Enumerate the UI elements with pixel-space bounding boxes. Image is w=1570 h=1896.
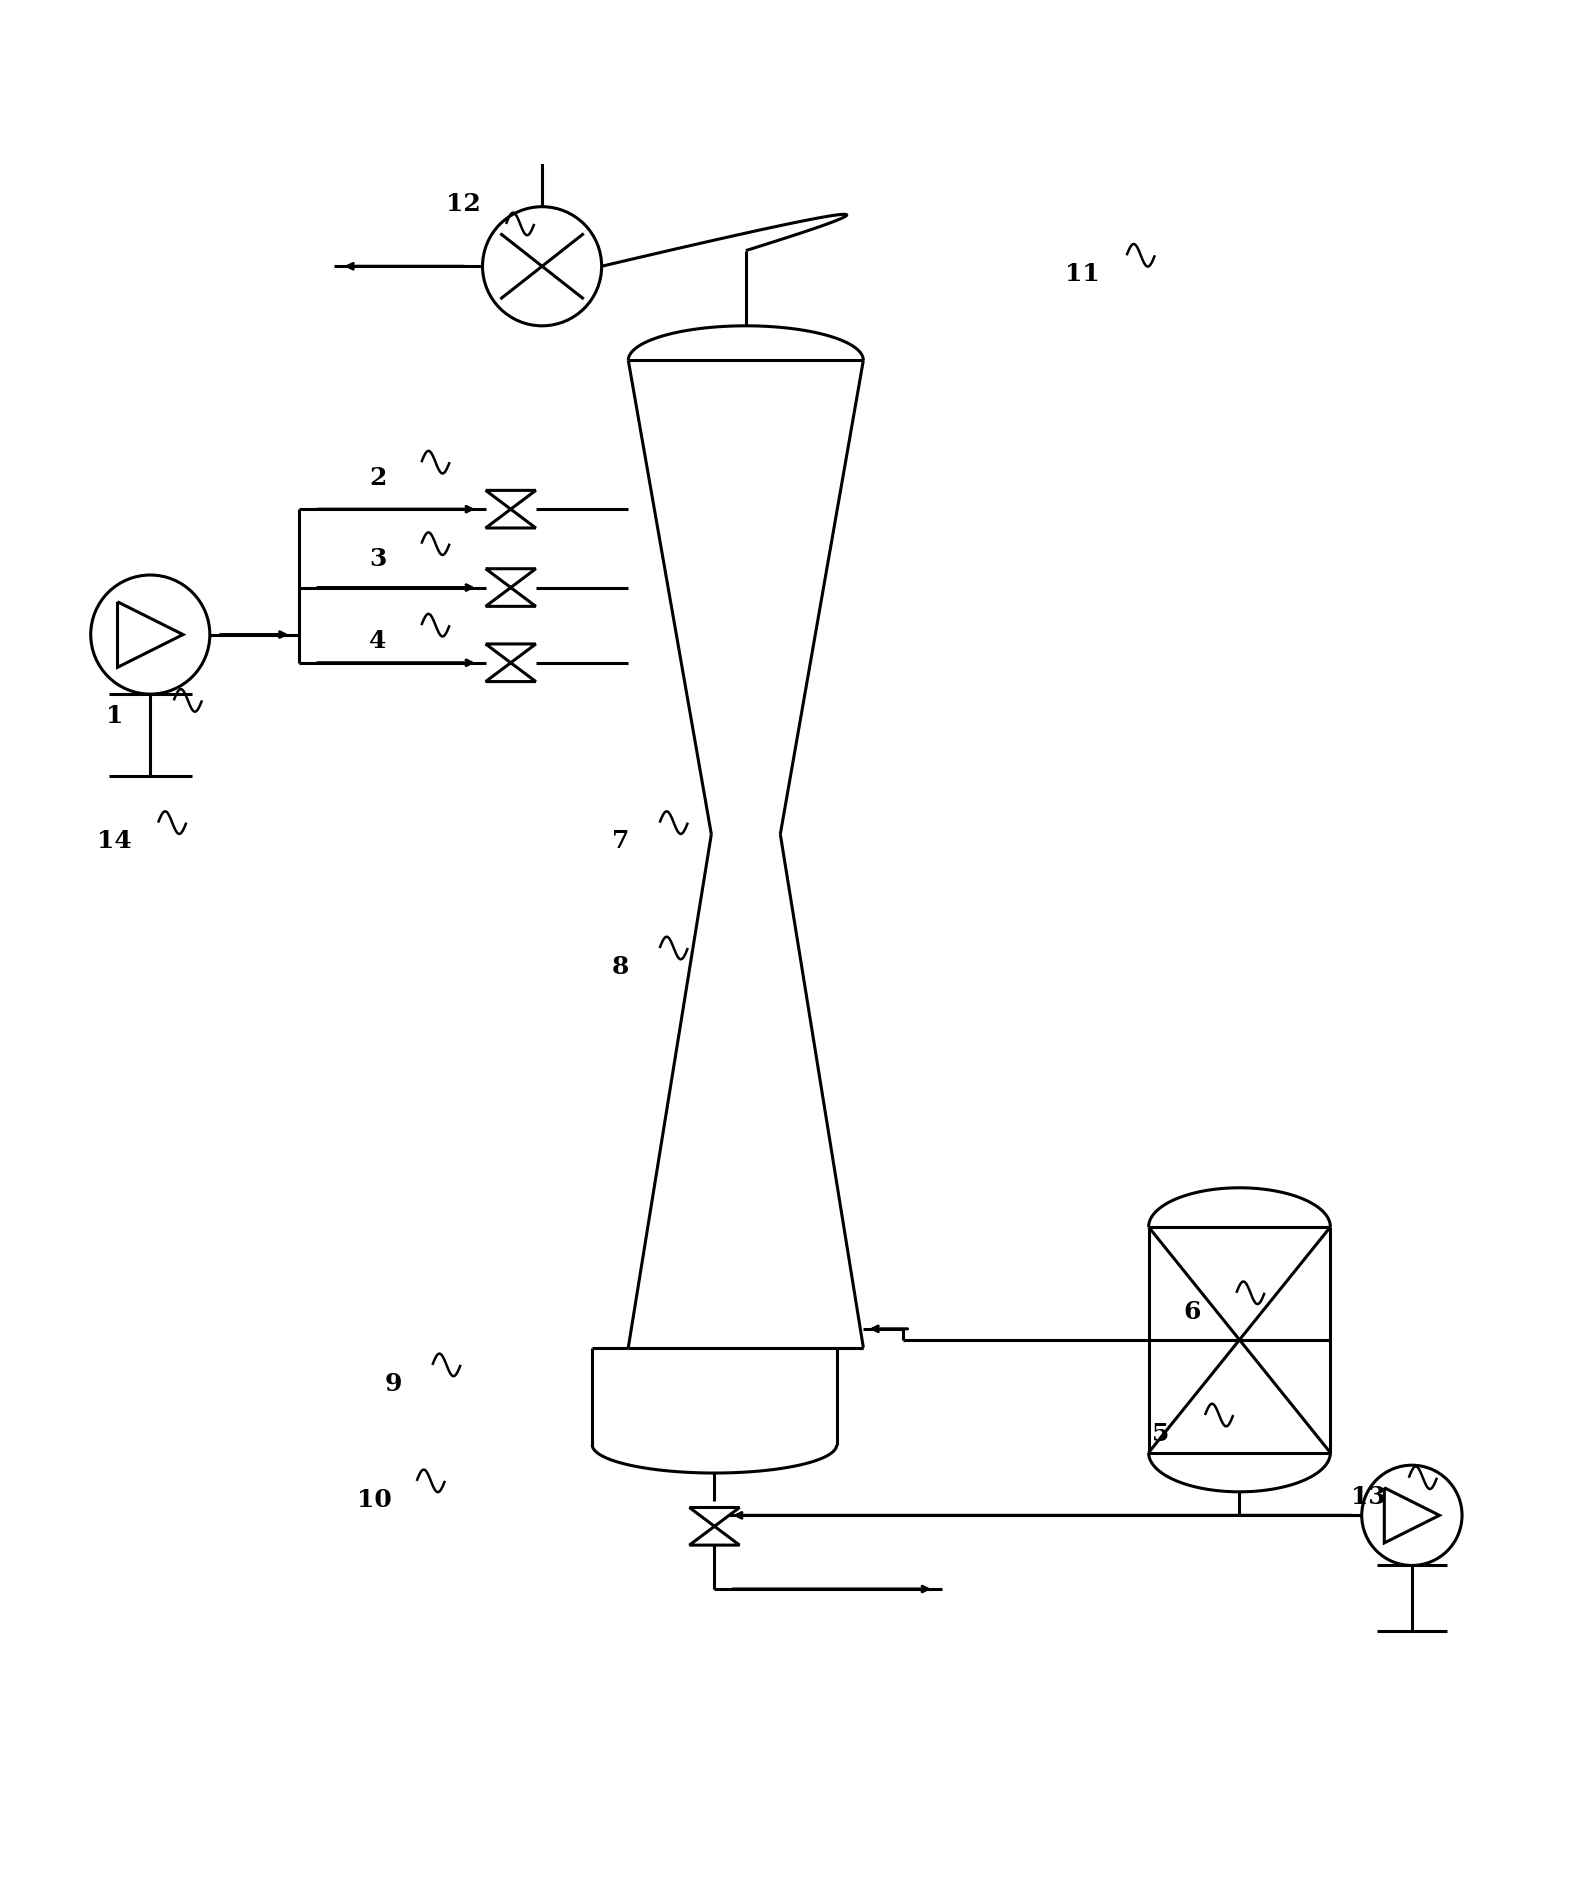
Text: 9: 9 [385,1371,402,1395]
Polygon shape [689,1507,739,1545]
Text: 1: 1 [105,703,122,728]
Text: 8: 8 [612,956,630,978]
Polygon shape [485,569,535,607]
Text: 12: 12 [446,191,480,216]
Polygon shape [485,491,535,527]
Text: 13: 13 [1350,1485,1385,1509]
Text: 10: 10 [356,1488,392,1511]
Text: 7: 7 [612,829,630,853]
Text: 3: 3 [369,548,386,571]
Text: 6: 6 [1184,1299,1201,1323]
Text: 14: 14 [97,829,132,853]
Text: 2: 2 [369,466,386,489]
Text: 11: 11 [1066,262,1101,286]
Text: 4: 4 [369,629,386,652]
Polygon shape [485,645,535,681]
Text: 5: 5 [1152,1422,1170,1447]
